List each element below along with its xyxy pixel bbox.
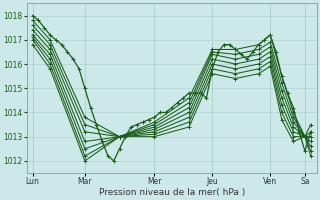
X-axis label: Pression niveau de la mer( hPa ): Pression niveau de la mer( hPa ) <box>99 188 245 197</box>
